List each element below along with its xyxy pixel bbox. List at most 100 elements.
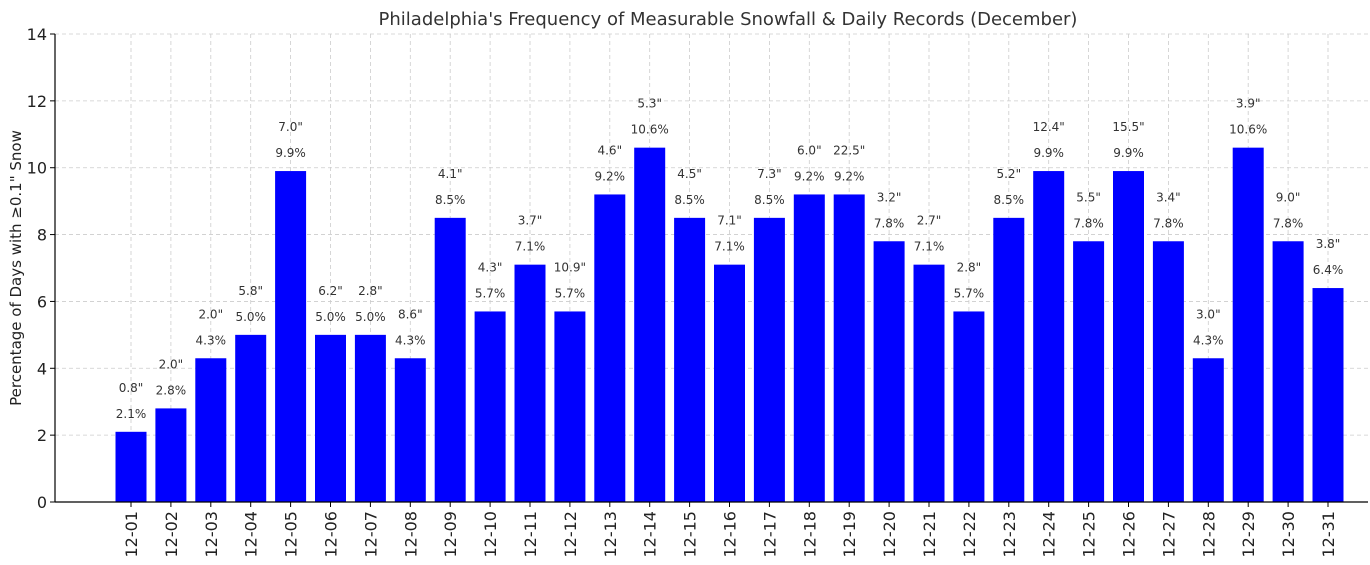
record-label: 2.0" bbox=[198, 307, 223, 321]
x-tick-label: 12-28 bbox=[1199, 511, 1218, 558]
percent-label: 7.1% bbox=[714, 240, 745, 254]
record-label: 3.7" bbox=[518, 214, 543, 228]
record-label: 10.9" bbox=[554, 260, 586, 274]
x-tick-label: 12-27 bbox=[1159, 511, 1178, 558]
x-tick-label: 12-01 bbox=[122, 511, 141, 558]
percent-label: 5.7% bbox=[475, 286, 506, 300]
bar bbox=[634, 147, 666, 502]
record-label: 3.9" bbox=[1236, 97, 1261, 111]
record-label: 12.4" bbox=[1033, 120, 1065, 134]
bar bbox=[514, 264, 546, 502]
record-label: 7.1" bbox=[717, 214, 742, 228]
bar bbox=[1073, 241, 1105, 502]
y-tick-label: 8 bbox=[37, 226, 47, 245]
record-label: 2.8" bbox=[358, 284, 383, 298]
bar bbox=[554, 311, 586, 502]
x-tick-label: 12-12 bbox=[561, 511, 580, 558]
x-tick-label: 12-14 bbox=[641, 511, 660, 558]
y-tick-label: 12 bbox=[27, 92, 47, 111]
bar bbox=[1272, 241, 1304, 502]
x-tick-label: 12-13 bbox=[601, 511, 620, 558]
record-label: 4.3" bbox=[478, 260, 503, 274]
bar bbox=[993, 217, 1025, 502]
record-label: 8.6" bbox=[398, 307, 423, 321]
bar bbox=[1192, 358, 1224, 502]
record-label: 3.0" bbox=[1196, 307, 1221, 321]
bar bbox=[155, 408, 187, 502]
percent-label: 7.1% bbox=[515, 240, 546, 254]
percent-label: 7.1% bbox=[914, 240, 945, 254]
bar bbox=[474, 311, 506, 502]
bar bbox=[1033, 171, 1065, 503]
bar bbox=[315, 334, 346, 502]
percent-label: 5.7% bbox=[954, 286, 985, 300]
x-tick-label: 12-07 bbox=[361, 511, 380, 558]
record-label: 7.3" bbox=[757, 167, 782, 181]
percent-label: 2.8% bbox=[156, 383, 187, 397]
x-tick-label: 12-17 bbox=[760, 511, 779, 558]
record-label: 0.8" bbox=[119, 381, 144, 395]
percent-label: 5.0% bbox=[355, 310, 386, 324]
percent-label: 5.0% bbox=[235, 310, 266, 324]
percent-label: 8.5% bbox=[435, 193, 466, 207]
percent-label: 9.9% bbox=[275, 146, 306, 160]
bar bbox=[753, 217, 785, 502]
record-label: 4.1" bbox=[438, 167, 463, 181]
percent-label: 9.2% bbox=[794, 169, 825, 183]
x-tick-label: 12-25 bbox=[1080, 511, 1099, 558]
x-tick-label: 12-09 bbox=[441, 511, 460, 558]
x-tick-label: 12-02 bbox=[162, 511, 181, 558]
bar bbox=[873, 241, 905, 502]
x-tick-label: 12-26 bbox=[1120, 511, 1139, 558]
y-axis-label: Percentage of Days with ≥0.1" Snow bbox=[7, 130, 25, 406]
percent-label: 8.5% bbox=[754, 193, 785, 207]
x-tick-label: 12-22 bbox=[960, 511, 979, 558]
axes: 0 2 4 6 8 10 12 14 12-01 12-02 12-03 12-04 12-05 12-0… bbox=[27, 25, 1368, 558]
y-tick-label: 10 bbox=[27, 159, 47, 178]
y-tick-label: 0 bbox=[37, 493, 47, 512]
record-label: 3.8" bbox=[1316, 237, 1341, 251]
x-tick-label: 12-20 bbox=[880, 511, 899, 558]
record-label: 15.5" bbox=[1112, 120, 1144, 134]
bar bbox=[235, 334, 267, 502]
record-label: 2.8" bbox=[957, 260, 982, 274]
percent-label: 9.2% bbox=[834, 169, 865, 183]
percent-label: 9.2% bbox=[595, 169, 626, 183]
x-tick-label: 12-05 bbox=[282, 511, 301, 558]
record-label: 5.8" bbox=[238, 284, 263, 298]
chart-title: Philadelphia's Frequency of Measurable S… bbox=[379, 9, 1078, 30]
bar bbox=[833, 194, 865, 502]
x-tick-label: 12-08 bbox=[401, 511, 420, 558]
bar bbox=[1312, 288, 1344, 502]
y-tick-label: 6 bbox=[37, 292, 47, 311]
percent-label: 4.3% bbox=[196, 333, 227, 347]
percent-label: 8.5% bbox=[674, 193, 705, 207]
record-label: 5.3" bbox=[637, 97, 662, 111]
percent-label: 9.9% bbox=[1033, 146, 1064, 160]
record-label: 2.7" bbox=[917, 214, 942, 228]
bar bbox=[674, 217, 706, 502]
x-tick-label: 12-29 bbox=[1239, 511, 1258, 558]
bar bbox=[434, 217, 466, 502]
x-tick-label: 12-04 bbox=[242, 511, 261, 558]
bar bbox=[1232, 147, 1264, 502]
record-label: 9.0" bbox=[1276, 190, 1301, 204]
x-tick-label: 12-06 bbox=[322, 511, 341, 558]
data-labels: 2.1% 0.8" 2.8% 2.0" 4.3% 2.0" 5.0% 5.8" 9.9% 7.0"… bbox=[116, 97, 1344, 421]
percent-label: 5.7% bbox=[555, 286, 586, 300]
percent-label: 10.6% bbox=[1229, 123, 1267, 137]
record-label: 5.5" bbox=[1076, 190, 1101, 204]
percent-label: 7.8% bbox=[1073, 216, 1104, 230]
percent-label: 9.9% bbox=[1113, 146, 1144, 160]
bar bbox=[714, 264, 745, 502]
record-label: 5.2" bbox=[996, 167, 1021, 181]
percent-label: 6.4% bbox=[1313, 263, 1344, 277]
bar bbox=[913, 264, 945, 502]
record-label: 2.0" bbox=[159, 357, 184, 371]
x-tick-label: 12-31 bbox=[1319, 511, 1338, 558]
bar bbox=[1152, 241, 1184, 502]
percent-label: 7.8% bbox=[874, 216, 905, 230]
record-label: 6.0" bbox=[797, 143, 822, 157]
y-tick-label: 14 bbox=[27, 25, 47, 44]
x-tick-label: 12-19 bbox=[840, 511, 859, 558]
